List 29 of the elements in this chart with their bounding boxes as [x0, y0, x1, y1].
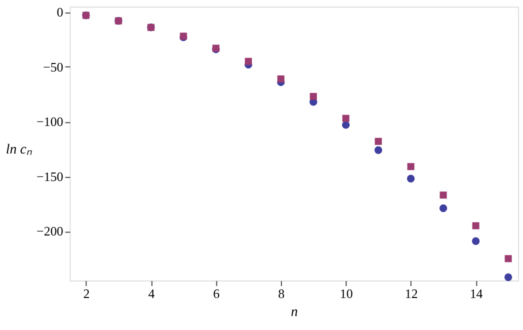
x-tick-label: 4	[148, 286, 156, 301]
point	[439, 204, 448, 212]
point	[277, 75, 284, 82]
point	[374, 146, 382, 154]
point	[406, 174, 415, 182]
point	[310, 92, 317, 100]
x-axis-title: n	[290, 304, 298, 320]
point	[407, 163, 414, 170]
point	[374, 138, 382, 145]
y-tick-label: 0	[56, 4, 64, 20]
x-tick-label: 8	[278, 286, 285, 301]
x-tick-label: 12	[404, 286, 418, 301]
x-tick-label: 10	[340, 286, 353, 301]
point	[472, 237, 480, 245]
point	[472, 222, 480, 230]
y-tick-label: −50	[43, 59, 64, 74]
point	[504, 255, 512, 262]
point	[342, 121, 350, 129]
y-tick-label: −150	[36, 168, 64, 184]
x-tick-label: 14	[470, 286, 484, 301]
y-tick-label: −200	[36, 224, 64, 239]
y-axis-title: ln cₙ	[6, 142, 32, 158]
x-tick-label: 2	[83, 286, 90, 301]
x-tick-label: 6	[213, 286, 220, 301]
point	[342, 114, 350, 122]
y-tick-label: −100	[36, 114, 64, 130]
point	[440, 192, 447, 199]
point	[504, 273, 512, 282]
point	[244, 58, 252, 65]
